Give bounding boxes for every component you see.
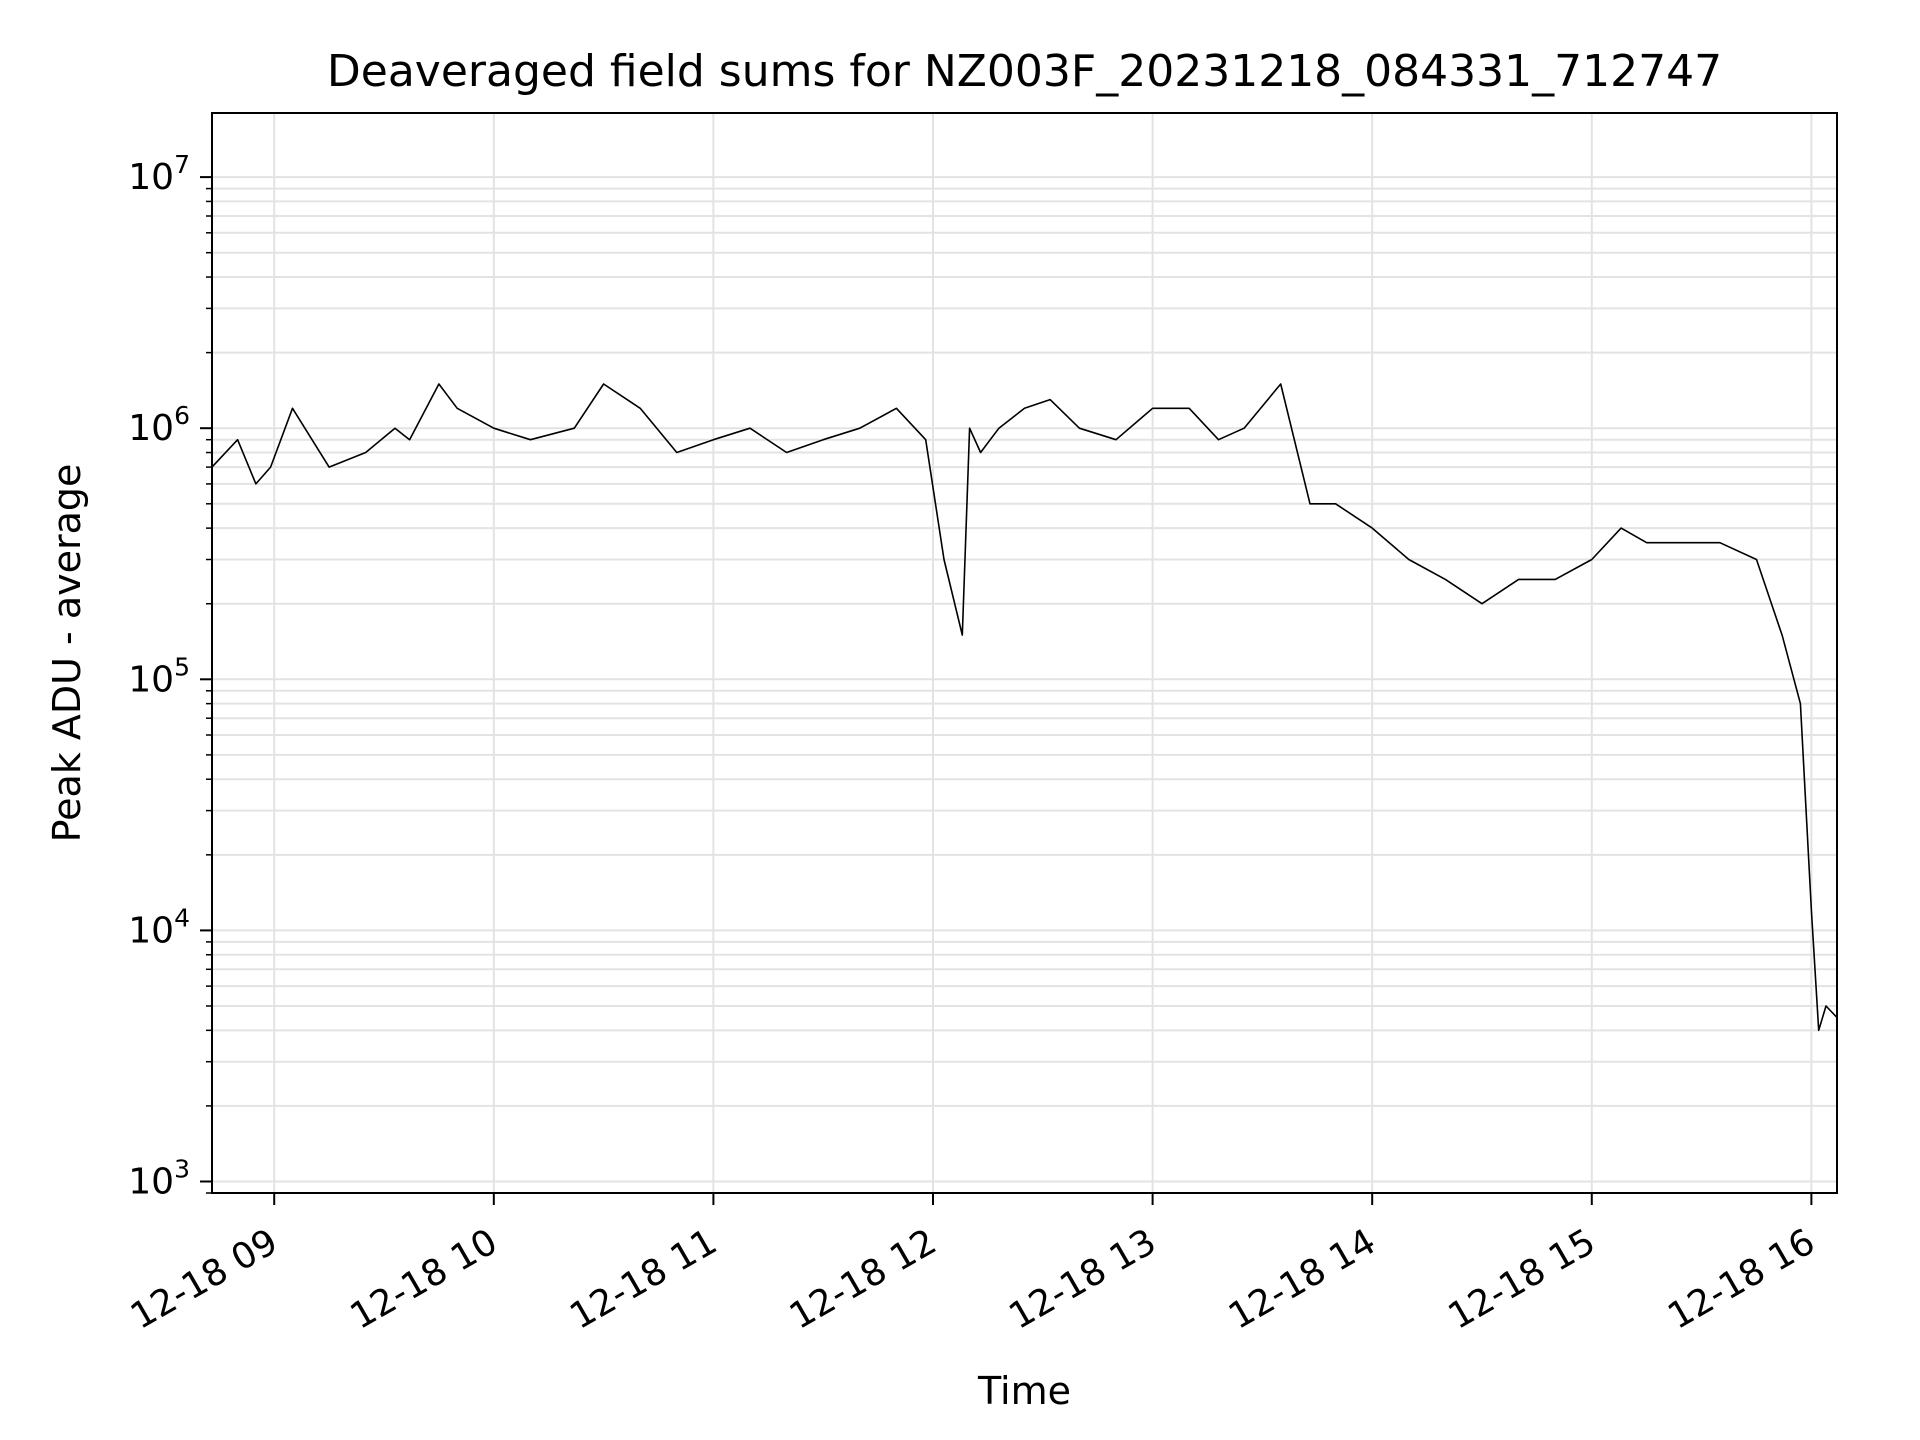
chart-title: Deaveraged field sums for NZ003F_2023121… [327, 46, 1722, 97]
y-axis-label: Peak ADU - average [45, 464, 89, 843]
series-layer [211, 383, 1838, 1032]
x-axis-label: Time [977, 1369, 1071, 1413]
y-tick-label: 107 [128, 150, 190, 198]
y-tick-label: 105 [128, 652, 190, 700]
plot-frame [211, 112, 1838, 1194]
y-tick-label: 104 [128, 903, 190, 951]
y-tick-label: 103 [128, 1155, 190, 1203]
series-line [211, 383, 1838, 1032]
y-tick-label: 106 [128, 401, 190, 449]
